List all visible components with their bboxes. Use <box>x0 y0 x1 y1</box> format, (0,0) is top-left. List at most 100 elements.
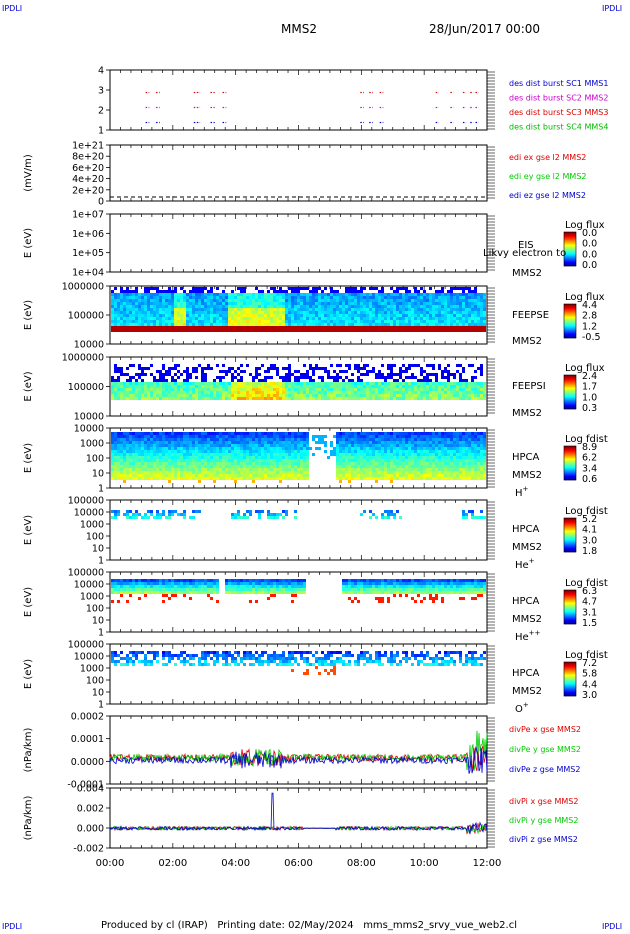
feepsi-cell <box>363 397 366 400</box>
hpca-hplus-cell <box>321 438 324 441</box>
feepsi-cell <box>324 370 327 373</box>
feepse-cell <box>159 326 162 329</box>
feepse-cell <box>381 308 384 311</box>
feepsi-cell <box>147 397 150 400</box>
feepsi-cell <box>348 385 351 388</box>
feepse-cell <box>345 317 348 320</box>
feepsi-cell <box>282 397 285 400</box>
feepse-cell <box>318 314 321 317</box>
feepse-cell <box>222 314 225 317</box>
feepse-cell <box>399 287 402 290</box>
feepsi-cell <box>309 397 312 400</box>
hpca-hplus-cell <box>195 456 198 459</box>
feepse-cell <box>174 287 177 290</box>
hpca-hplus-cell <box>198 438 201 441</box>
feepse-cell <box>390 302 393 305</box>
hpca-hplus-cell <box>135 468 138 471</box>
feepse-cell <box>243 329 246 332</box>
hpca-hplus-cell <box>267 444 270 447</box>
hpca-hplus-cell <box>114 477 117 480</box>
hpca-hplus-cell <box>273 435 276 438</box>
feepsi-cell <box>405 397 408 400</box>
feepsi-cell <box>438 385 441 388</box>
feepsi-cell <box>135 391 138 394</box>
hpca-hplus-cell <box>132 459 135 462</box>
corner-label-top-right: IPDLI <box>602 4 623 13</box>
feepse-cell <box>195 287 198 290</box>
hpca-hplus-cell <box>285 453 288 456</box>
feepse-cell <box>153 329 156 332</box>
feepse-cell <box>222 323 225 326</box>
feepse-cell <box>441 311 444 314</box>
feepsi-cell <box>345 388 348 391</box>
feepse-cell <box>150 308 153 311</box>
hpca-hplus-cell <box>129 474 132 477</box>
feepsi-cell <box>126 397 129 400</box>
hpca-hplus-cell <box>345 450 348 453</box>
hpca-hplus-cell <box>285 444 288 447</box>
hpca-hplus-cell <box>300 450 303 453</box>
feepse-cell <box>315 317 318 320</box>
hpca-hplus-cell <box>243 435 246 438</box>
feepse-cell <box>396 287 399 290</box>
feepsi-cell <box>321 391 324 394</box>
feepse-cell <box>219 329 222 332</box>
hpca-hplus-cell <box>114 441 117 444</box>
hpca-hplus-cell <box>165 435 168 438</box>
feepse-cell <box>324 308 327 311</box>
feepse-cell <box>252 320 255 323</box>
feepsi-cell <box>168 388 171 391</box>
hpca-hplus-cell <box>225 471 228 474</box>
hpca-hplus-cell <box>165 441 168 444</box>
feepse-cell <box>426 299 429 302</box>
hpca-hplus-cell <box>276 474 279 477</box>
feepse-cell <box>222 302 225 305</box>
feepsi-cell <box>192 382 195 385</box>
feepse-cell <box>465 299 468 302</box>
feepse-cell <box>396 326 399 329</box>
feepse-cell <box>300 296 303 299</box>
hpca-hplus-cell <box>282 447 285 450</box>
feepsi-cell <box>321 385 324 388</box>
feepsi-cell <box>336 373 339 376</box>
feepse-cell <box>144 326 147 329</box>
hpca-hplus-cell <box>366 441 369 444</box>
feepse-cell <box>309 329 312 332</box>
hpca-hplus-cell <box>312 438 315 441</box>
feepse-cell <box>186 320 189 323</box>
feepsi-cell <box>360 397 363 400</box>
feepsi-cell <box>471 388 474 391</box>
feepse-cell <box>336 320 339 323</box>
feepsi-cell <box>228 385 231 388</box>
feepse-cell <box>354 287 357 290</box>
feepsi-cell <box>138 373 141 376</box>
hpca-hplus-cell <box>300 447 303 450</box>
hpca-hplus-cell <box>204 462 207 465</box>
feepsi-cell <box>414 388 417 391</box>
hpca-hplus-cell <box>186 477 189 480</box>
hpca-hplus-cell <box>195 450 198 453</box>
feepse-cell <box>135 326 138 329</box>
feepsi-cell <box>414 364 417 367</box>
feepse-cell <box>276 326 279 329</box>
feepse-cell <box>351 290 354 293</box>
feepse-cell <box>429 314 432 317</box>
feepse-cell <box>117 305 120 308</box>
feepse-cell <box>141 314 144 317</box>
hpca-hplus-cell <box>156 459 159 462</box>
hpca-hplus-cell <box>147 444 150 447</box>
feepse-colorbar-cell <box>564 321 576 323</box>
hpca-hplus-cell <box>138 459 141 462</box>
hpca-hplus-cell <box>159 450 162 453</box>
feepsi-cell <box>192 394 195 397</box>
feepsi-colorbar-tick: 2.4 <box>582 371 597 382</box>
eis-colorbar-cell <box>564 239 576 241</box>
hpca-hplus-cell <box>348 456 351 459</box>
feepse-cell <box>384 299 387 302</box>
hpca-hplus-cell <box>144 453 147 456</box>
feepse-cell <box>243 296 246 299</box>
hpca-hplus-cell <box>237 468 240 471</box>
feepse-cell <box>225 302 228 305</box>
feepse-cell <box>207 326 210 329</box>
hpca-hplus-cell <box>111 459 114 462</box>
